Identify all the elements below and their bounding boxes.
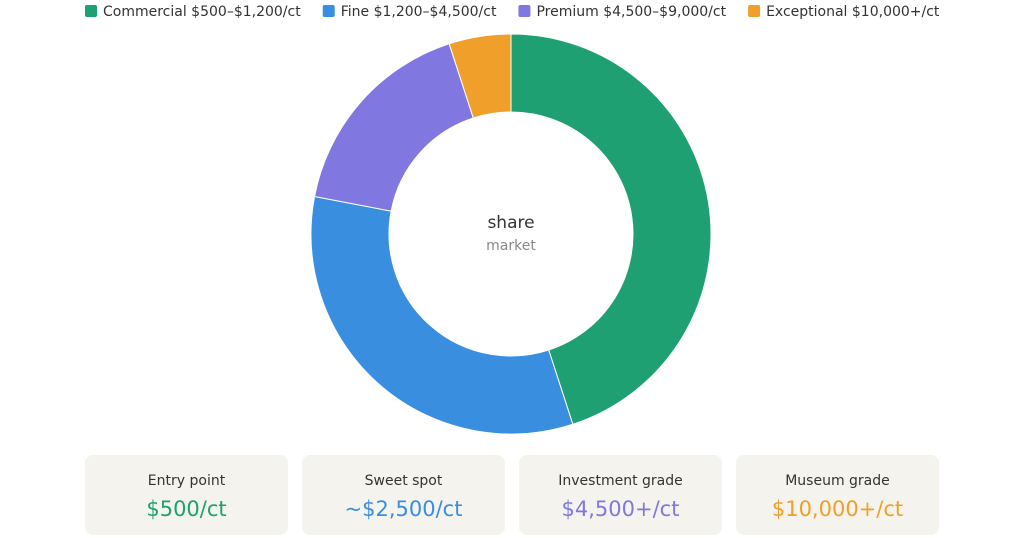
legend-label: Commercial $500–$1,200/ct (103, 4, 301, 20)
legend-swatch (518, 5, 531, 17)
card-label: Entry point (148, 473, 226, 489)
donut-slice (313, 43, 474, 212)
legend-swatch (322, 5, 335, 17)
card (736, 455, 939, 535)
legend-label: Exceptional $10,000+/ct (766, 4, 940, 20)
donut-slice (310, 195, 574, 435)
card-value: $10,000+/ct (772, 497, 903, 521)
center-subtitle: market (486, 238, 536, 254)
center-title: share (487, 213, 534, 233)
legend-swatch (85, 5, 97, 17)
legend-swatch (748, 5, 761, 17)
legend-label: Fine $1,200–$4,500/ct (341, 4, 497, 20)
card-value: $4,500+/ct (562, 497, 680, 521)
card-value: ~$2,500/ct (345, 497, 463, 521)
card-label: Museum grade (785, 473, 890, 489)
card (85, 455, 288, 535)
donut-slice (448, 33, 512, 119)
card (302, 455, 505, 535)
card-value: $500/ct (146, 497, 226, 521)
legend-label: Premium $4,500–$9,000/ct (536, 4, 726, 20)
card-label: Investment grade (558, 473, 682, 489)
card-label: Sweet spot (365, 473, 443, 489)
donut-slice (510, 33, 712, 425)
card (519, 455, 722, 535)
